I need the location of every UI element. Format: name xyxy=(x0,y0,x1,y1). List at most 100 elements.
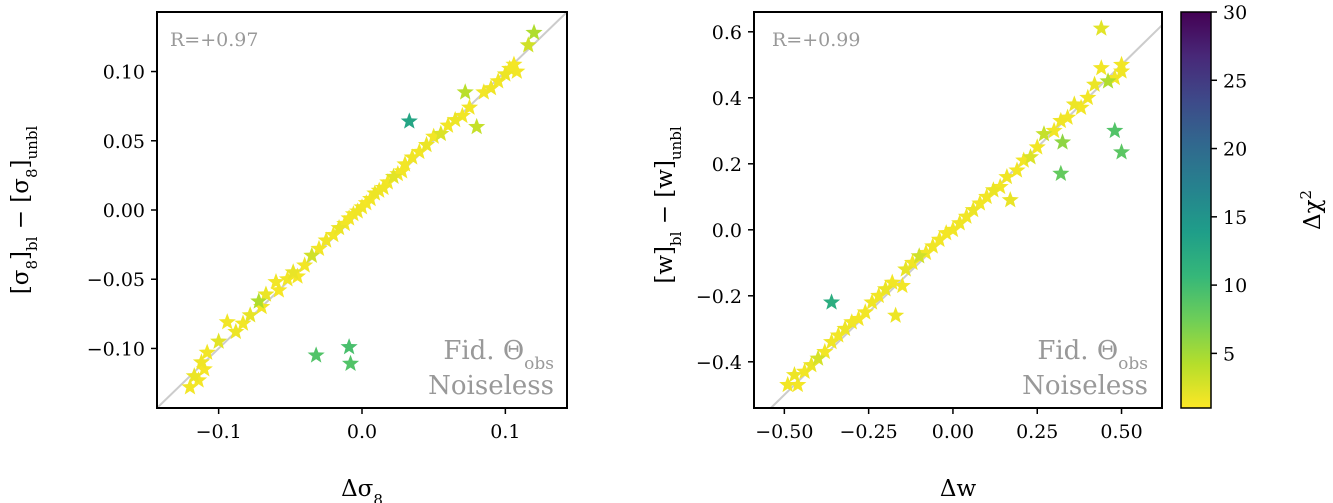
scatter-point xyxy=(505,55,523,72)
scatter-point xyxy=(964,201,982,218)
scatter-point xyxy=(270,281,288,298)
scatter-point xyxy=(432,124,450,142)
y-tick-label: 0.10 xyxy=(103,62,145,84)
scatter-point xyxy=(1106,121,1124,139)
scatter-point xyxy=(1065,95,1083,112)
scatter-point xyxy=(357,194,375,211)
panel-sigma8-correlation: R=+0.97 xyxy=(170,29,258,51)
scatter-point xyxy=(1021,148,1040,165)
scatter-point xyxy=(344,205,362,222)
scatter-point xyxy=(1112,143,1131,160)
x-tick-label: 0.00 xyxy=(932,421,974,443)
scatter-point xyxy=(1106,69,1124,86)
scatter-point xyxy=(897,260,915,277)
scatter-point xyxy=(241,306,259,323)
scatter-point xyxy=(1086,75,1104,92)
scatter-point xyxy=(1045,121,1063,139)
scatter-point xyxy=(227,322,245,340)
panel-w-axes: −0.50 −0.25 0.00 0.25 0.50 −0.4 −0.2 0.0 0.2 0.4 0… xyxy=(696,22,1143,443)
scatter-point xyxy=(519,36,537,53)
scatter-point xyxy=(195,360,213,377)
scatter-point xyxy=(446,111,464,128)
colorbar-label: Δχ2 xyxy=(1297,190,1326,230)
scatter-point xyxy=(198,343,216,360)
scatter-point xyxy=(210,332,228,349)
panel-sigma8: −0.1 0.0 0.1 −0.10 −0.05 0.00 0.05 0.10 R=+0.97… xyxy=(8,11,568,503)
scatter-point xyxy=(370,181,388,198)
scatter-point xyxy=(924,237,942,254)
scatter-point xyxy=(353,198,371,215)
scatter-point xyxy=(330,219,348,236)
scatter-point xyxy=(317,231,335,248)
scatter-point xyxy=(1035,125,1053,142)
y-tick-label: 0.6 xyxy=(712,22,742,44)
scatter-point xyxy=(379,173,397,190)
y-tick-label: 0.0 xyxy=(712,220,742,242)
scatter-point xyxy=(1015,151,1033,168)
scatter-point xyxy=(192,353,210,370)
scatter-point xyxy=(393,162,411,179)
scatter-point xyxy=(190,371,208,388)
scatter-point xyxy=(856,303,874,320)
colorbar: 5 10 15 20 25 30 Δχ2 xyxy=(1180,2,1326,409)
colorbar-tick-label: 25 xyxy=(1223,70,1247,92)
panel-w-ylabel: [w]bl − [w]unbl xyxy=(652,126,685,284)
colorbar-tick-label: 15 xyxy=(1223,207,1247,229)
scatter-point xyxy=(951,214,969,231)
scatter-point xyxy=(903,253,922,271)
y-tick-label: 0.05 xyxy=(103,131,145,153)
scatter-point xyxy=(496,65,514,82)
y-tick-label: −0.4 xyxy=(696,352,742,374)
scatter-point xyxy=(978,187,996,205)
scatter-point xyxy=(1099,72,1117,89)
scatter-point xyxy=(384,167,403,185)
scatter-point xyxy=(910,247,928,264)
scatter-point xyxy=(410,142,428,160)
scatter-point xyxy=(468,117,486,135)
scatter-point xyxy=(1008,161,1026,178)
scatter-point xyxy=(400,112,418,129)
panel-w-note-noiseless: Noiseless xyxy=(1022,371,1148,401)
colorbar-tick-label: 10 xyxy=(1223,275,1247,297)
scatter-point xyxy=(1052,164,1070,181)
scatter-point xyxy=(822,333,841,350)
colorbar-ticks: 5 10 15 20 25 30 xyxy=(1211,2,1247,365)
y-tick-label: 0.00 xyxy=(103,200,145,222)
scatter-point xyxy=(930,230,949,247)
scatter-point xyxy=(836,319,854,337)
scatter-point xyxy=(944,220,962,238)
y-tick-label: 0.4 xyxy=(712,88,742,110)
scatter-point xyxy=(779,375,797,393)
scatter-point xyxy=(984,181,1002,198)
y-tick-label: −0.2 xyxy=(696,286,742,308)
scatter-point xyxy=(389,165,407,182)
scatter-point xyxy=(809,349,827,366)
scatter-point xyxy=(829,326,847,343)
scatter-point xyxy=(870,286,888,304)
x-tick-label: −0.50 xyxy=(755,421,813,443)
scatter-point xyxy=(1079,88,1097,106)
panel-sigma8-ylabel: [σ8]bl − [σ8]unbl xyxy=(8,126,41,295)
scatter-point xyxy=(403,148,421,165)
scatter-point xyxy=(789,375,807,393)
scatter-point xyxy=(917,243,935,261)
scatter-point xyxy=(303,246,321,263)
scatter-point xyxy=(796,362,814,379)
scatter-point xyxy=(849,309,868,327)
scatter-point xyxy=(991,177,1009,195)
scatter-point xyxy=(296,256,314,273)
scatter-point xyxy=(1053,133,1072,150)
y-tick-label: 0.2 xyxy=(712,154,742,176)
panel-w-frame xyxy=(753,11,1163,409)
colorbar-tick-label: 5 xyxy=(1223,343,1235,365)
scatter-point xyxy=(453,106,471,124)
scatter-point xyxy=(425,127,443,144)
scatter-point xyxy=(1112,62,1131,79)
scatter-point xyxy=(1092,59,1110,76)
scatter-point xyxy=(525,23,543,41)
panel-w-xlabel: Δw xyxy=(940,476,977,502)
scatter-point xyxy=(439,116,457,133)
x-tick-label: 0.0 xyxy=(347,421,377,443)
scatter-point xyxy=(456,83,474,100)
